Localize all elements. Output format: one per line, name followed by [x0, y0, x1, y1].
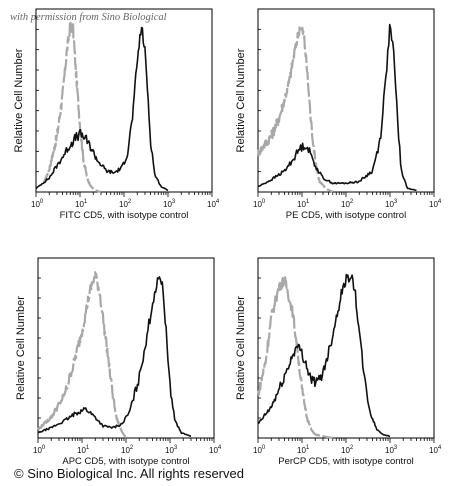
x-tick-label: 101 [297, 445, 310, 455]
x-axis-label: PE CD5, with isotype control [286, 210, 406, 221]
isotype-control-curve [256, 25, 334, 194]
cd5-stained-curve [37, 276, 191, 437]
x-tick-exponent: 3 [174, 445, 178, 451]
cd5-stained-curve [257, 23, 417, 192]
x-tick-exponent: 0 [262, 445, 266, 451]
x-axis-label: FITC CD5, with isotype control [60, 210, 189, 221]
x-tick-exponent: 2 [350, 199, 354, 205]
cd5-stained-curve [35, 26, 169, 192]
x-tick-label: 104 [429, 199, 442, 209]
isotype-control-curve [37, 271, 127, 439]
isotype-control-curve [42, 21, 102, 194]
x-tick-label: 100 [253, 199, 266, 209]
x-tick-label: 102 [341, 445, 354, 455]
y-axis-label: Relative Cell Number [235, 296, 247, 400]
x-tick-exponent: 3 [394, 445, 398, 451]
x-tick-exponent: 1 [84, 199, 88, 205]
x-tick-exponent: 2 [128, 199, 132, 205]
x-tick-label: 100 [33, 445, 46, 455]
x-tick-label: 102 [341, 199, 354, 209]
x-tick-label: 100 [253, 445, 266, 455]
y-axis-label: Relative Cell Number [15, 296, 27, 400]
x-tick-exponent: 4 [218, 445, 222, 451]
x-tick-exponent: 3 [394, 199, 398, 205]
x-tick-label: 102 [119, 199, 132, 209]
x-tick-exponent: 0 [262, 199, 266, 205]
x-tick-label: 100 [31, 199, 44, 209]
isotype-control-curve [256, 276, 334, 440]
copyright-text: © Sino Biological Inc. All rights reserv… [14, 466, 244, 481]
x-tick-exponent: 1 [306, 199, 310, 205]
cd5-stained-curve [257, 273, 391, 438]
x-axis-label: APC CD5, with isotype control [62, 456, 189, 467]
x-tick-label: 101 [75, 199, 88, 209]
x-tick-exponent: 2 [350, 445, 354, 451]
x-tick-label: 102 [121, 445, 134, 455]
x-tick-exponent: 4 [216, 199, 220, 205]
y-axis-label: Relative Cell Number [13, 48, 25, 152]
x-tick-label: 104 [209, 445, 222, 455]
x-tick-label: 103 [165, 445, 178, 455]
x-tick-exponent: 0 [42, 445, 46, 451]
x-tick-label: 101 [297, 199, 310, 209]
x-tick-exponent: 1 [86, 445, 90, 451]
x-tick-label: 103 [385, 445, 398, 455]
y-axis-label: Relative Cell Number [235, 48, 247, 152]
x-tick-label: 104 [429, 445, 442, 455]
x-tick-exponent: 0 [40, 199, 44, 205]
x-tick-exponent: 4 [438, 445, 442, 451]
x-tick-exponent: 4 [438, 199, 442, 205]
x-tick-exponent: 1 [306, 445, 310, 451]
watermark-text: with permission from Sino Biological [10, 12, 167, 23]
plot-frame [37, 257, 215, 439]
x-tick-label: 104 [207, 199, 220, 209]
x-tick-label: 103 [163, 199, 176, 209]
x-tick-exponent: 3 [172, 199, 176, 205]
x-tick-label: 101 [77, 445, 90, 455]
x-tick-exponent: 2 [130, 445, 134, 451]
x-axis-label: PerCP CD5, with isotype control [278, 456, 414, 467]
x-tick-label: 103 [385, 199, 398, 209]
